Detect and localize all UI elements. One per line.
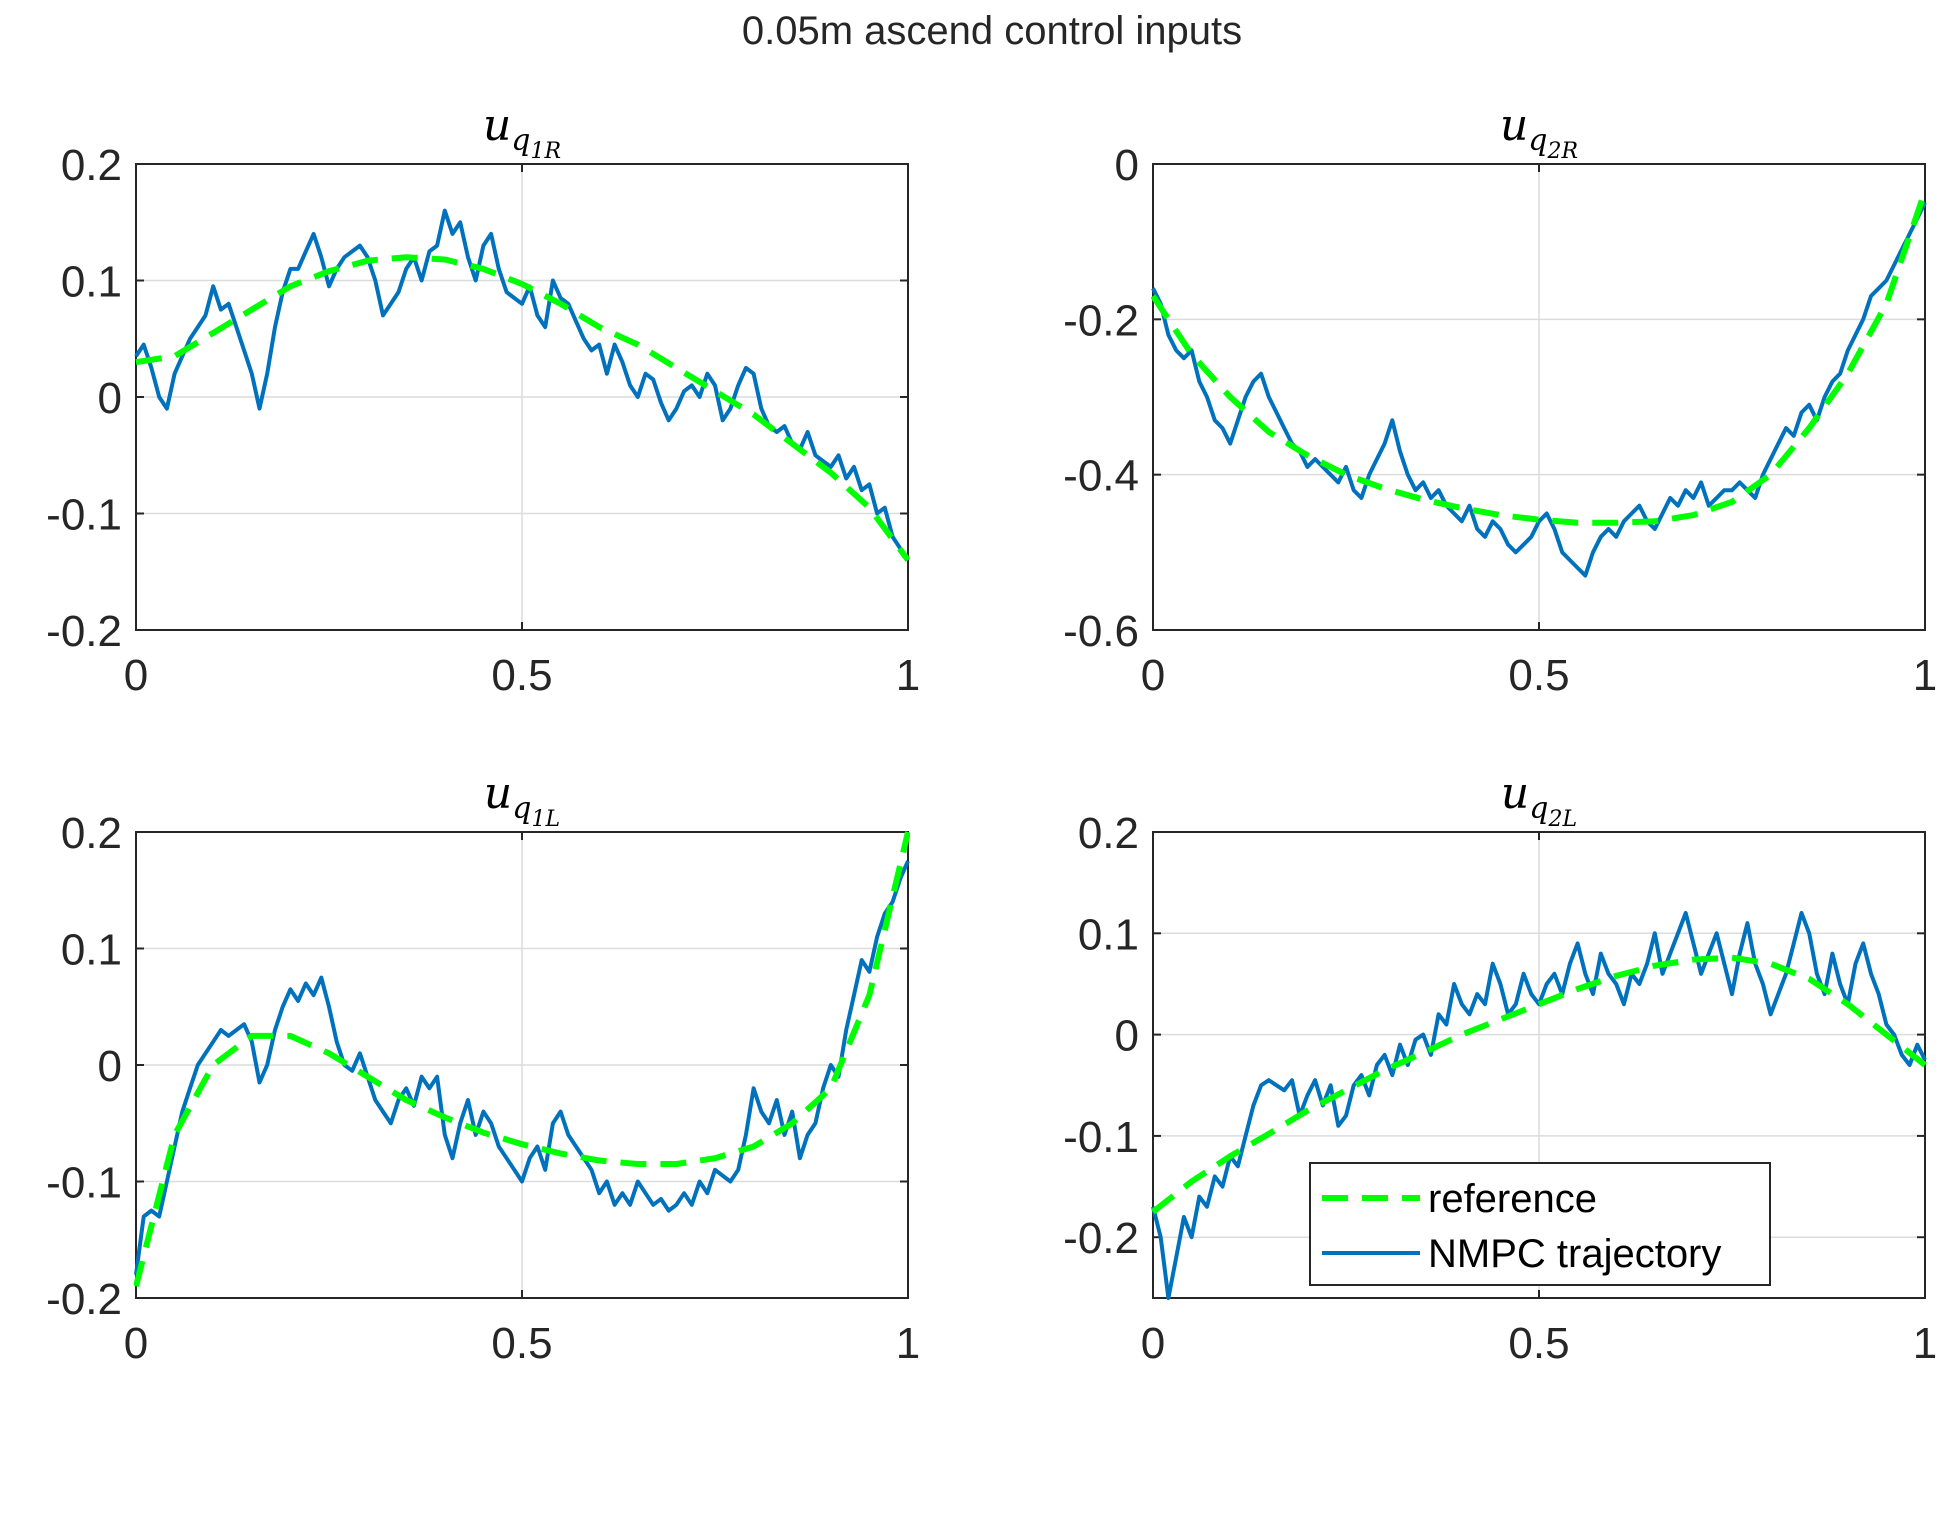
- nmpc-trajectory-line: [134, 860, 910, 1275]
- x-tick-label: 0: [124, 651, 148, 700]
- y-tick-label: 0.2: [61, 809, 122, 858]
- legend-reference-label: reference: [1428, 1177, 1597, 1221]
- nmpc-trajectory-line: [1151, 201, 1927, 578]
- subplot-title: uq1R: [483, 100, 561, 164]
- y-tick-label: 0.1: [61, 926, 122, 975]
- subplot-3: 0 0.5 1 -0.2 -0.1 0 0.1 0.2 uq1L: [46, 768, 920, 1368]
- nmpc-trajectory-line: [134, 208, 910, 562]
- axes-border: [135, 163, 909, 631]
- title-subscript: q: [1528, 123, 1547, 158]
- title-subscript: q: [511, 123, 530, 158]
- x-tick-label: 1: [1913, 651, 1937, 700]
- title-subsubscript: 2R: [1547, 139, 1579, 164]
- title-subsubscript: 1R: [531, 139, 562, 164]
- y-tick-label: 0.2: [1078, 809, 1139, 858]
- y-tick-label: -0.2: [1063, 296, 1139, 345]
- subplot-1: 0 0.5 1 -0.2 -0.1 0 0.1 0.2 uq1R: [46, 100, 920, 700]
- legend-nmpc-label: NMPC trajectory: [1428, 1232, 1721, 1276]
- x-tick-label: 1: [1913, 1319, 1937, 1368]
- y-tick-label: 0: [1115, 141, 1139, 190]
- title-base: u: [484, 768, 512, 819]
- x-tick-label: 1: [896, 1319, 920, 1368]
- title-subsubscript: 2L: [1547, 807, 1577, 832]
- y-tick-label: -0.1: [46, 491, 122, 540]
- title-base: u: [1501, 768, 1529, 819]
- y-tick-label: -0.2: [46, 1275, 122, 1324]
- x-tick-label: 0.5: [491, 651, 552, 700]
- x-tick-label: 1: [896, 651, 920, 700]
- y-tick-label: 0: [98, 374, 122, 423]
- reference-line: [134, 831, 910, 1288]
- legend: reference NMPC trajectory: [1309, 1162, 1771, 1286]
- x-tick-label: 0: [124, 1319, 148, 1368]
- x-tick-label: 0.5: [491, 1319, 552, 1368]
- y-tick-label: -0.6: [1063, 607, 1139, 656]
- reference-line: [1151, 954, 1927, 1215]
- y-tick-label: 0: [98, 1042, 122, 1091]
- subplot-title: uq1L: [484, 768, 560, 832]
- y-tick-label: 0.2: [61, 141, 122, 190]
- reference-line: [135, 254, 910, 562]
- subplot-2: 0 0.5 1 -0.6 -0.4 -0.2 0 uq2R: [1063, 100, 1937, 700]
- x-tick-label: 0: [1141, 651, 1165, 700]
- x-tick-label: 0.5: [1508, 651, 1569, 700]
- y-tick-label: 0.1: [1078, 910, 1139, 959]
- y-tick-label: -0.2: [1063, 1214, 1139, 1263]
- y-tick-label: 0: [1115, 1012, 1139, 1061]
- x-tick-label: 0: [1141, 1319, 1165, 1368]
- title-subscript: q: [1529, 791, 1548, 826]
- title-base: u: [483, 100, 511, 151]
- legend-box: [1309, 1162, 1771, 1286]
- axes-border: [135, 831, 909, 1299]
- y-tick-label: -0.2: [46, 607, 122, 656]
- subplot-title: uq2R: [1500, 100, 1578, 164]
- y-tick-label: -0.1: [46, 1159, 122, 1208]
- axes-border: [1152, 163, 1926, 631]
- title-subsubscript: 1L: [531, 807, 560, 832]
- title-subscript: q: [512, 791, 531, 826]
- figure-title: 0.05m ascend control inputs: [742, 9, 1242, 53]
- y-tick-label: 0.1: [61, 258, 122, 307]
- x-tick-label: 0.5: [1508, 1319, 1569, 1368]
- y-tick-label: -0.4: [1063, 452, 1139, 501]
- subplot-title: uq2L: [1501, 768, 1577, 832]
- title-base: u: [1500, 100, 1528, 151]
- y-tick-label: -0.1: [1063, 1113, 1139, 1162]
